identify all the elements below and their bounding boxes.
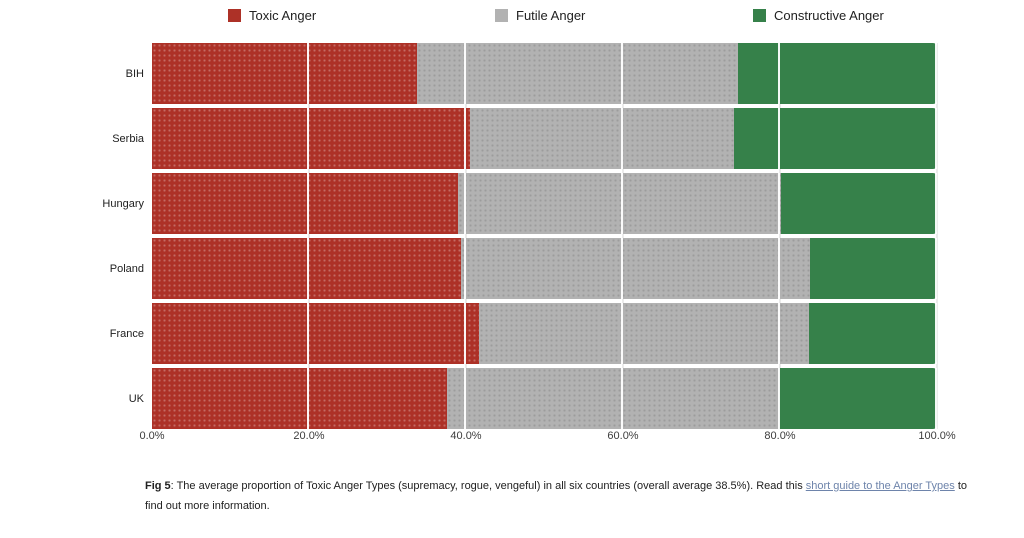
legend-label: Constructive Anger xyxy=(774,8,884,23)
x-axis-tick-label: 80.0% xyxy=(764,430,796,442)
bar-segment-futile-anger xyxy=(447,368,780,429)
category-label: France xyxy=(109,327,144,340)
bar-row-uk: UK xyxy=(60,368,937,429)
background-gridlines xyxy=(152,43,938,429)
category-label: UK xyxy=(128,392,144,405)
gridline xyxy=(465,43,467,429)
gridline xyxy=(308,43,310,429)
x-axis-tick-label: 0.0% xyxy=(139,430,165,442)
bar-segment-futile-anger xyxy=(416,43,739,104)
bar-row-france: France xyxy=(60,303,937,364)
bar-row-serbia: Serbia xyxy=(60,108,937,169)
bar-row-poland: Poland xyxy=(60,238,937,299)
figure-caption: Fig 5: The average proportion of Toxic A… xyxy=(145,476,978,516)
bar-segment-futile-anger xyxy=(461,238,810,299)
category-label: Serbia xyxy=(112,132,144,145)
anger-types-guide-link[interactable]: short guide to the Anger Types xyxy=(805,480,955,492)
bar-segment-futile-anger xyxy=(458,173,781,234)
legend-item-constructive-anger: Constructive Anger xyxy=(753,8,884,23)
stacked-bar xyxy=(152,303,937,364)
bar-segment-constructive-anger xyxy=(734,108,937,169)
plot-area: BIH Serbia Hungary Poland France UK xyxy=(60,43,937,429)
caption-fig-label: Fig 5 xyxy=(145,480,171,492)
caption-text-before-link: : The average proportion of Toxic Anger … xyxy=(170,480,806,492)
bar-segment-constructive-anger xyxy=(780,173,937,234)
category-label: Hungary xyxy=(102,197,144,210)
legend-item-toxic-anger: Toxic Anger xyxy=(228,8,316,23)
gridline xyxy=(936,43,938,429)
bar-row-hungary: Hungary xyxy=(60,173,937,234)
stacked-bar xyxy=(152,368,937,429)
bar-row-bih: BIH xyxy=(60,43,937,104)
gridline xyxy=(622,43,624,429)
x-axis-tick-label: 20.0% xyxy=(293,430,325,442)
legend-item-futile-anger: Futile Anger xyxy=(495,8,585,23)
bar-segment-futile-anger xyxy=(478,303,810,364)
bar-segment-toxic-anger xyxy=(152,368,448,429)
bar-segment-constructive-anger xyxy=(809,238,937,299)
gridline xyxy=(779,43,781,429)
legend-swatch-futile-anger xyxy=(495,9,508,22)
stacked-bar xyxy=(152,108,937,169)
bar-segment-constructive-anger xyxy=(779,368,937,429)
chart-legend: Toxic Anger Futile Anger Constructive Ange… xyxy=(0,8,1024,28)
legend-swatch-constructive-anger xyxy=(753,9,766,22)
stacked-bar xyxy=(152,173,937,234)
x-axis: 0.0% 20.0% 40.0% 60.0% 80.0% 100.0% xyxy=(139,430,955,444)
bar-segment-constructive-anger xyxy=(738,43,937,104)
stacked-bar xyxy=(152,43,937,104)
bar-segment-toxic-anger xyxy=(152,303,479,364)
category-label: Poland xyxy=(109,262,144,275)
legend-label: Futile Anger xyxy=(516,8,586,23)
x-axis-tick-label: 100.0% xyxy=(918,430,956,442)
bar-segment-toxic-anger xyxy=(152,108,470,169)
legend-swatch-toxic-anger xyxy=(228,9,241,22)
caption-text-after-link: to find out more information. xyxy=(145,480,967,512)
bar-segment-constructive-anger xyxy=(809,303,937,364)
x-axis-tick-label: 60.0% xyxy=(607,430,639,442)
stacked-bar xyxy=(152,238,937,299)
bar-segment-toxic-anger xyxy=(152,173,459,234)
bar-segment-futile-anger xyxy=(469,108,735,169)
category-label: BIH xyxy=(125,67,144,80)
bar-segment-toxic-anger xyxy=(152,43,417,104)
x-axis-tick-label: 40.0% xyxy=(450,430,482,442)
legend-label: Toxic Anger xyxy=(249,8,317,23)
bar-segment-toxic-anger xyxy=(152,238,462,299)
